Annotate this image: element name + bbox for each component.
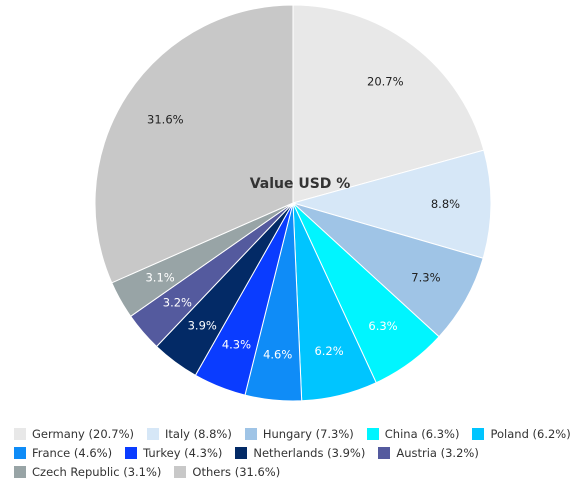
slice-label-hungary: 7.3% bbox=[411, 271, 440, 285]
legend-swatch bbox=[244, 427, 257, 440]
slice-label-italy: 8.8% bbox=[431, 197, 460, 211]
legend-swatch bbox=[14, 465, 26, 478]
legend-row-2: France (4.6%) Turkey (4.3%) Netherlands (3… bbox=[14, 443, 579, 462]
slice-label-france: 4.6% bbox=[263, 348, 292, 362]
legend-item-austria: Austria (3.2%) bbox=[378, 445, 479, 460]
legend-item-others: Others (31.6%) bbox=[174, 465, 280, 479]
legend-label: Germany (20.7%) bbox=[32, 426, 135, 441]
legend-swatch bbox=[14, 427, 26, 440]
legend-label: Italy (8.8%) bbox=[165, 426, 232, 441]
legend-item-germany: Germany (20.7%) bbox=[14, 427, 134, 441]
chart-title: Value USD % bbox=[250, 176, 351, 192]
legend-swatch bbox=[14, 446, 26, 459]
legend-label: Others (31.6%) bbox=[192, 464, 281, 479]
legend-swatch bbox=[366, 427, 379, 440]
pie-chart: 20.7% 8.8% 7.3% 6.3% 6.2% 4.6% 4.3% 3.9% 3.2% 3.1… bbox=[94, 4, 492, 402]
legend-label: France (4.6%) bbox=[32, 445, 113, 460]
legend-label: Hungary (7.3%) bbox=[262, 426, 354, 441]
legend-item-turkey: Turkey (4.3%) bbox=[125, 446, 222, 460]
legend-item-italy: Italy (8.8%) bbox=[147, 427, 232, 441]
pie-slice-germany bbox=[292, 4, 485, 204]
legend-swatch bbox=[125, 446, 138, 459]
pie-slice-italy bbox=[291, 149, 492, 259]
legend-item-france: France (4.6%) bbox=[14, 446, 112, 460]
legend-item-netherlands: Netherlands (3.9%) bbox=[235, 446, 365, 460]
slice-label-poland: 6.2% bbox=[314, 344, 343, 358]
legend-label: Poland (6.2%) bbox=[490, 426, 571, 441]
legend-label: Turkey (4.3%) bbox=[143, 445, 223, 460]
legend-label: Netherlands (3.9%) bbox=[253, 445, 366, 460]
slice-label-turkey: 4.3% bbox=[222, 338, 251, 352]
legend-item-china: China (6.3%) bbox=[366, 426, 460, 441]
legend-label: Czech Republic (3.1%) bbox=[32, 464, 162, 479]
slice-label-czech-republic: 3.1% bbox=[145, 271, 174, 285]
slice-label-others: 31.6% bbox=[147, 113, 184, 127]
legend-row-1: Germany (20.7%) Italy (8.8%) Hungary (7.3%… bbox=[14, 424, 579, 443]
legend: Germany (20.7%) Italy (8.8%) Hungary (7.3%… bbox=[14, 424, 579, 481]
legend-label: China (6.3%) bbox=[384, 426, 460, 441]
legend-label: Austria (3.2%) bbox=[396, 445, 479, 460]
legend-item-czech-republic: Czech Republic (3.1%) bbox=[14, 465, 161, 479]
legend-item-poland: Poland (6.2%) bbox=[472, 426, 571, 441]
legend-swatch bbox=[378, 446, 391, 459]
slice-label-germany: 20.7% bbox=[367, 75, 404, 89]
legend-row-3: Czech Republic (3.1%) Others (31.6%) bbox=[14, 462, 579, 481]
pie-slice-others bbox=[94, 4, 294, 284]
legend-item-hungary: Hungary (7.3%) bbox=[244, 426, 354, 441]
slice-label-austria: 3.2% bbox=[163, 295, 192, 309]
legend-swatch bbox=[174, 465, 187, 478]
slice-label-china: 6.3% bbox=[368, 319, 397, 333]
slice-label-netherlands: 3.9% bbox=[188, 318, 217, 332]
legend-swatch bbox=[235, 446, 248, 459]
legend-swatch bbox=[147, 427, 160, 440]
legend-swatch bbox=[472, 427, 485, 440]
